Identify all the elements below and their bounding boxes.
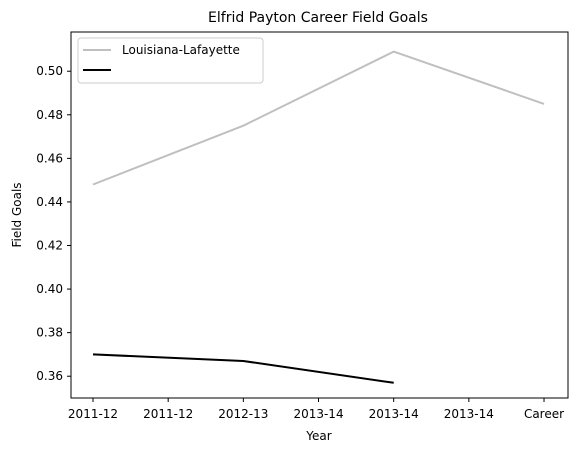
x-tick-label: 2013-14 [369,407,419,421]
series-line-1 [92,353,394,384]
x-tick-label: 2011-12 [143,407,193,421]
y-tick-label: 0.50 [36,64,63,78]
x-axis: 2011-12 2011-12 2012-13 2013-14 2013-14 2013-… [68,398,564,421]
series-line-0 [92,50,545,186]
plot-frame [70,31,569,399]
chart-title: Elfrid Payton Career Field Goals [208,10,428,26]
y-axis: 0.36 0.38 0.40 0.42 0.44 0.46 0.48 0.50 [36,64,71,383]
legend-box [77,37,264,84]
series-layer [92,50,545,384]
x-tick-label: 2011-12 [68,407,118,421]
x-tick-label: 2012-13 [218,407,268,421]
x-tick-label: 2013-14 [293,407,343,421]
y-tick-label: 0.44 [36,195,63,209]
y-tick-label: 0.36 [36,369,63,383]
y-tick-label: 0.42 [36,239,63,253]
legend: Louisiana-Lafayette [77,37,264,84]
y-tick-label: 0.40 [36,282,63,296]
legend-label-0: Louisiana-Lafayette [122,43,240,57]
y-axis-label: Field Goals [10,182,24,247]
y-tick-label: 0.38 [36,326,63,340]
x-axis-label: Year [305,429,331,443]
y-tick-label: 0.48 [36,108,63,122]
y-tick-label: 0.46 [36,151,63,165]
x-tick-label: Career [524,407,564,421]
x-tick-label: 2013-14 [444,407,494,421]
